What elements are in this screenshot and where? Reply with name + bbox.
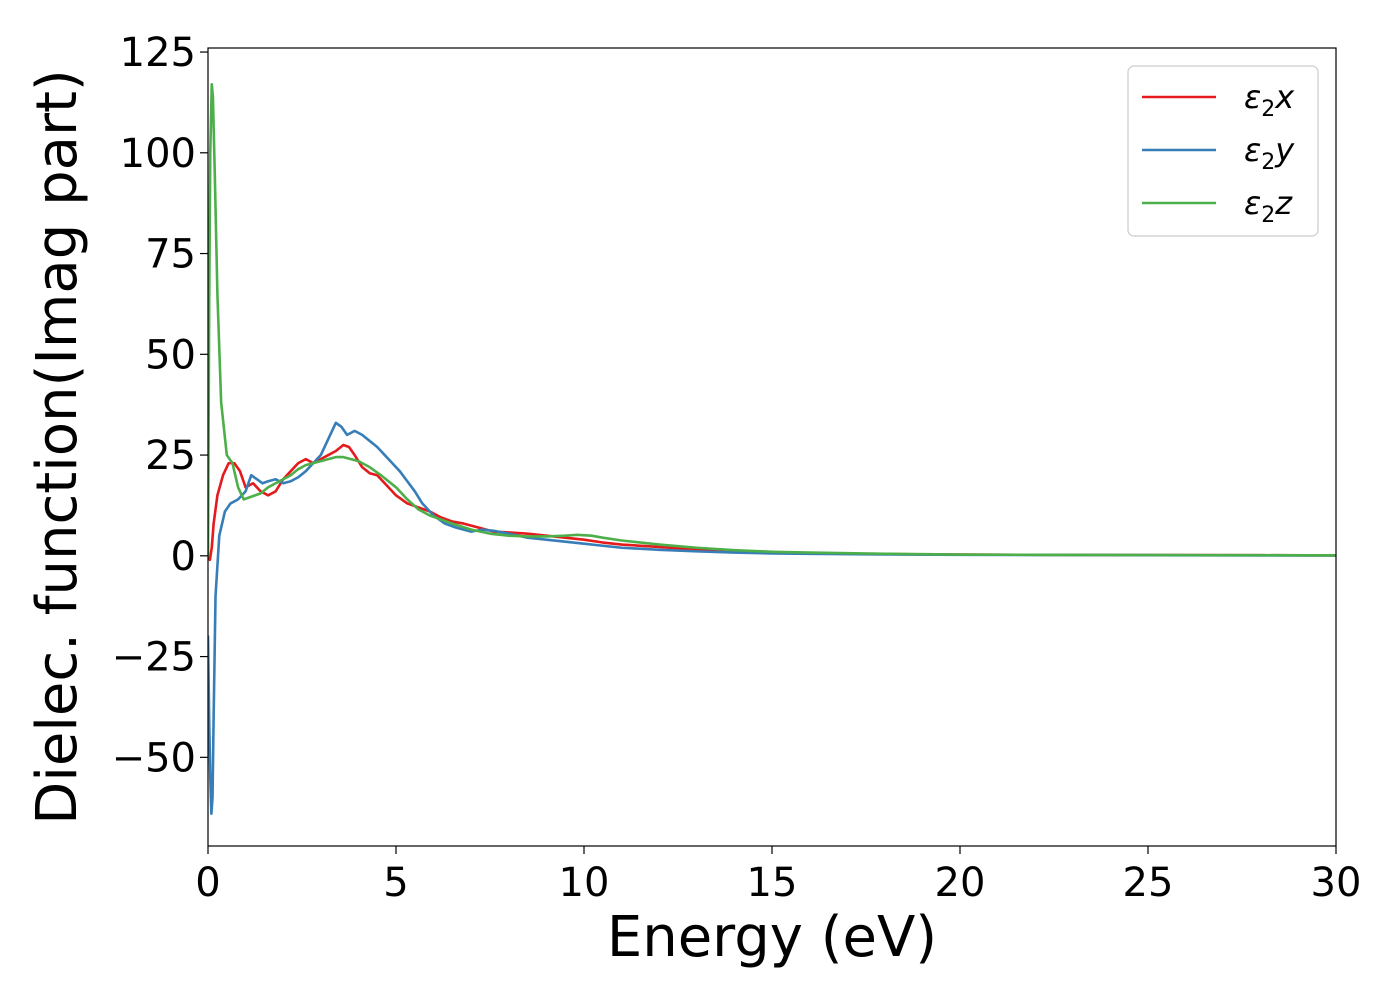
legend-label-symbol: ε	[1244, 131, 1261, 169]
x-tick-label: 5	[383, 860, 408, 906]
x-axis: 0 5 10 15 20 25 30	[195, 846, 1361, 906]
y-tick-label: 50	[145, 332, 196, 378]
x-axis-title: Energy (eV)	[607, 905, 937, 970]
legend-label-z: ε2z	[1244, 184, 1293, 228]
series-line-y	[208, 421, 1336, 816]
legend-label-y: ε2y	[1244, 131, 1295, 175]
x-tick-label: 10	[559, 860, 610, 906]
y-axis: −50 −25 0 25 50 75 100 125	[112, 30, 208, 781]
y-tick-label: 75	[145, 232, 196, 278]
legend-label-subscript: 2	[1261, 203, 1275, 228]
x-tick-label: 15	[747, 860, 798, 906]
legend-label-subscript: 2	[1261, 97, 1275, 122]
x-tick-label: 20	[935, 860, 986, 906]
x-tick-label: 0	[195, 860, 220, 906]
y-tick-label: −50	[112, 735, 196, 781]
x-tick-label: 25	[1123, 860, 1174, 906]
y-tick-label: 25	[145, 433, 196, 479]
y-tick-label: −25	[112, 635, 196, 681]
y-tick-label: 100	[120, 131, 196, 177]
legend-label-subscript: 2	[1261, 150, 1275, 175]
legend-label-component: z	[1274, 184, 1293, 222]
y-axis-title: Dielec. function(Imag part)	[25, 69, 90, 825]
legend-label-symbol: ε	[1244, 184, 1261, 222]
x-tick-label: 30	[1311, 860, 1362, 906]
legend-label-component: x	[1274, 78, 1295, 116]
legend-label-x: ε2x	[1244, 78, 1295, 122]
y-tick-label: 0	[171, 534, 196, 580]
series-line-z	[208, 82, 1336, 558]
legend-label-symbol: ε	[1244, 78, 1261, 116]
y-tick-label: 125	[120, 30, 196, 76]
legend-label-component: y	[1274, 131, 1295, 169]
series-layer	[208, 82, 1336, 816]
legend-box	[1127, 65, 1319, 237]
